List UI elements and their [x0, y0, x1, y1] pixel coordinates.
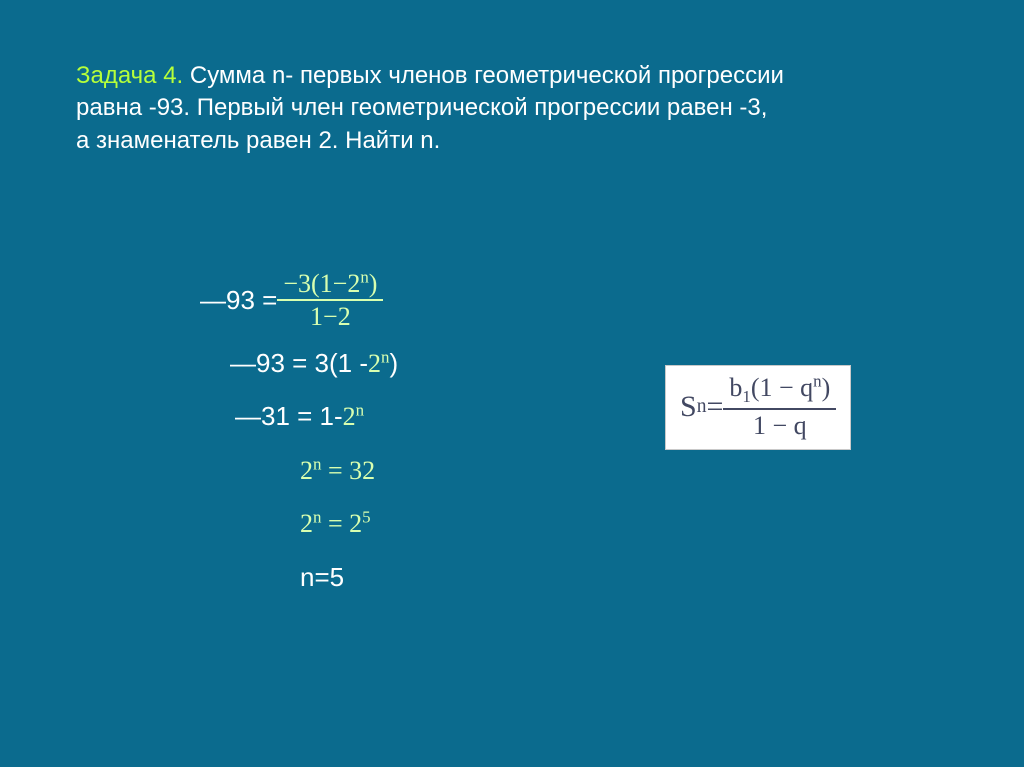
step4-base: 2	[300, 456, 313, 485]
problem-text: Задача 4. Сумма n- первых членов геометр…	[76, 60, 946, 157]
formula-fraction: b1(1 − qn) 1 − q	[723, 374, 836, 439]
formula-num-sup: n	[813, 371, 821, 390]
problem-line2: равна -93. Первый член геометрической пр…	[76, 94, 767, 121]
step2-rhs: )	[389, 343, 398, 385]
step3-base: 2	[343, 402, 356, 431]
step-2: —93 = 3(1 - 2n)	[230, 343, 660, 385]
formula-num-open: (1 − q	[751, 373, 813, 402]
step1-lhs: —93 =	[200, 280, 277, 322]
formula-lhs-S: S	[680, 390, 697, 424]
step-3: —31 = 1- 2n	[235, 396, 660, 438]
formula-num-b-sub: 1	[742, 387, 750, 406]
step1-den: 1−2	[277, 301, 383, 330]
formula-lhs-sub: n	[697, 396, 707, 418]
step5-sup-r: 5	[362, 508, 370, 527]
formula-num-b: b	[729, 373, 742, 402]
step6-text: n=5	[300, 557, 344, 599]
step5-base-l: 2	[300, 509, 313, 538]
slide: Задача 4. Сумма n- первых членов геометр…	[0, 0, 1024, 767]
step-4: 2n = 32	[300, 450, 660, 492]
step4-eq: = 32	[321, 456, 375, 485]
formula-eq: =	[706, 390, 723, 424]
step-1: —93 = −3(1−2n) 1−2	[200, 270, 660, 331]
problem-label: Задача 4.	[76, 62, 183, 89]
step2-sup: n	[381, 347, 389, 366]
step2-base: 2	[368, 349, 381, 378]
step1-fraction: −3(1−2n) 1−2	[277, 270, 383, 331]
solution-work: —93 = −3(1−2n) 1−2 —93 = 3(1 - 2n) —31 =…	[200, 270, 660, 611]
step5-base-r: 2	[349, 509, 362, 538]
step-5: 2n = 25	[300, 503, 660, 545]
step1-num-post: )	[369, 269, 378, 298]
step3-lhs: —31 = 1-	[235, 396, 343, 438]
formula-num-close: )	[822, 373, 831, 402]
formula-den: 1 − q	[723, 410, 836, 439]
step-6: n=5	[300, 557, 660, 599]
step1-num-sup: n	[360, 267, 368, 286]
step1-num-pre: −3(1−2	[283, 269, 360, 298]
step5-eq: =	[321, 509, 349, 538]
problem-line3: а знаменатель равен 2. Найти n.	[76, 127, 440, 154]
step3-sup: n	[356, 401, 364, 420]
formula-box: Sn = b1(1 − qn) 1 − q	[665, 365, 851, 450]
problem-line1: Сумма n- первых членов геометрической пр…	[183, 62, 784, 89]
step2-lhs: —93 = 3(1 -	[230, 343, 368, 385]
